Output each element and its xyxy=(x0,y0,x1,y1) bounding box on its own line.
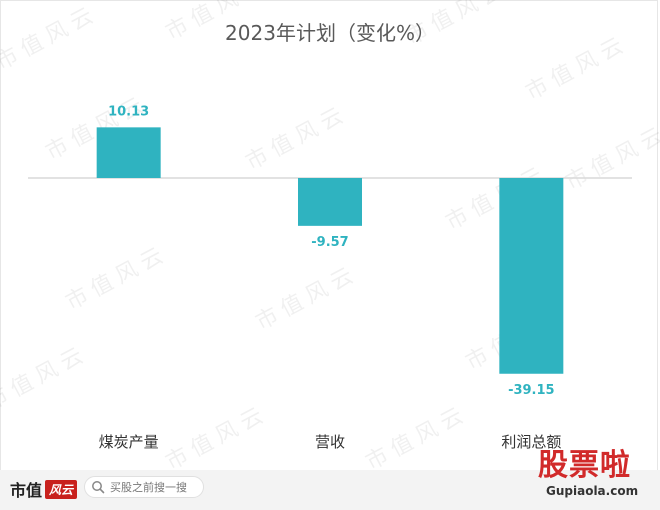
bar-chart: 2023年计划（变化%） 10.13 煤炭产量 -9.57 营收 -39.15 利润总额 xyxy=(28,21,632,451)
site-logo-text: 股票啦 xyxy=(538,448,631,483)
chart-title: 2023年计划（变化%） xyxy=(225,21,435,45)
brand-name: 市值 xyxy=(10,481,43,500)
brand-badge: 风云 xyxy=(45,479,78,499)
category-label: 利润总额 xyxy=(501,433,561,451)
data-label: 10.13 xyxy=(108,104,149,119)
bar-1 xyxy=(96,127,161,178)
data-label: -9.57 xyxy=(311,235,348,250)
search-placeholder: 买股之前搜一搜 xyxy=(110,481,187,494)
bars-group: 10.13 煤炭产量 -9.57 营收 -39.15 利润总额 xyxy=(96,104,564,451)
search-icon xyxy=(92,481,105,494)
site-url: Gupiaola.com xyxy=(546,484,639,498)
category-label: 营收 xyxy=(315,433,345,451)
brand-logo: 市值 风云 xyxy=(10,478,78,500)
site-watermark-logo: 股票啦 Gupiaola.com xyxy=(538,448,658,508)
data-label: -39.15 xyxy=(508,383,555,398)
bar-3 xyxy=(499,178,564,374)
bar-2 xyxy=(298,178,362,226)
search-input[interactable]: 买股之前搜一搜 xyxy=(84,476,204,498)
category-label: 煤炭产量 xyxy=(99,433,159,451)
